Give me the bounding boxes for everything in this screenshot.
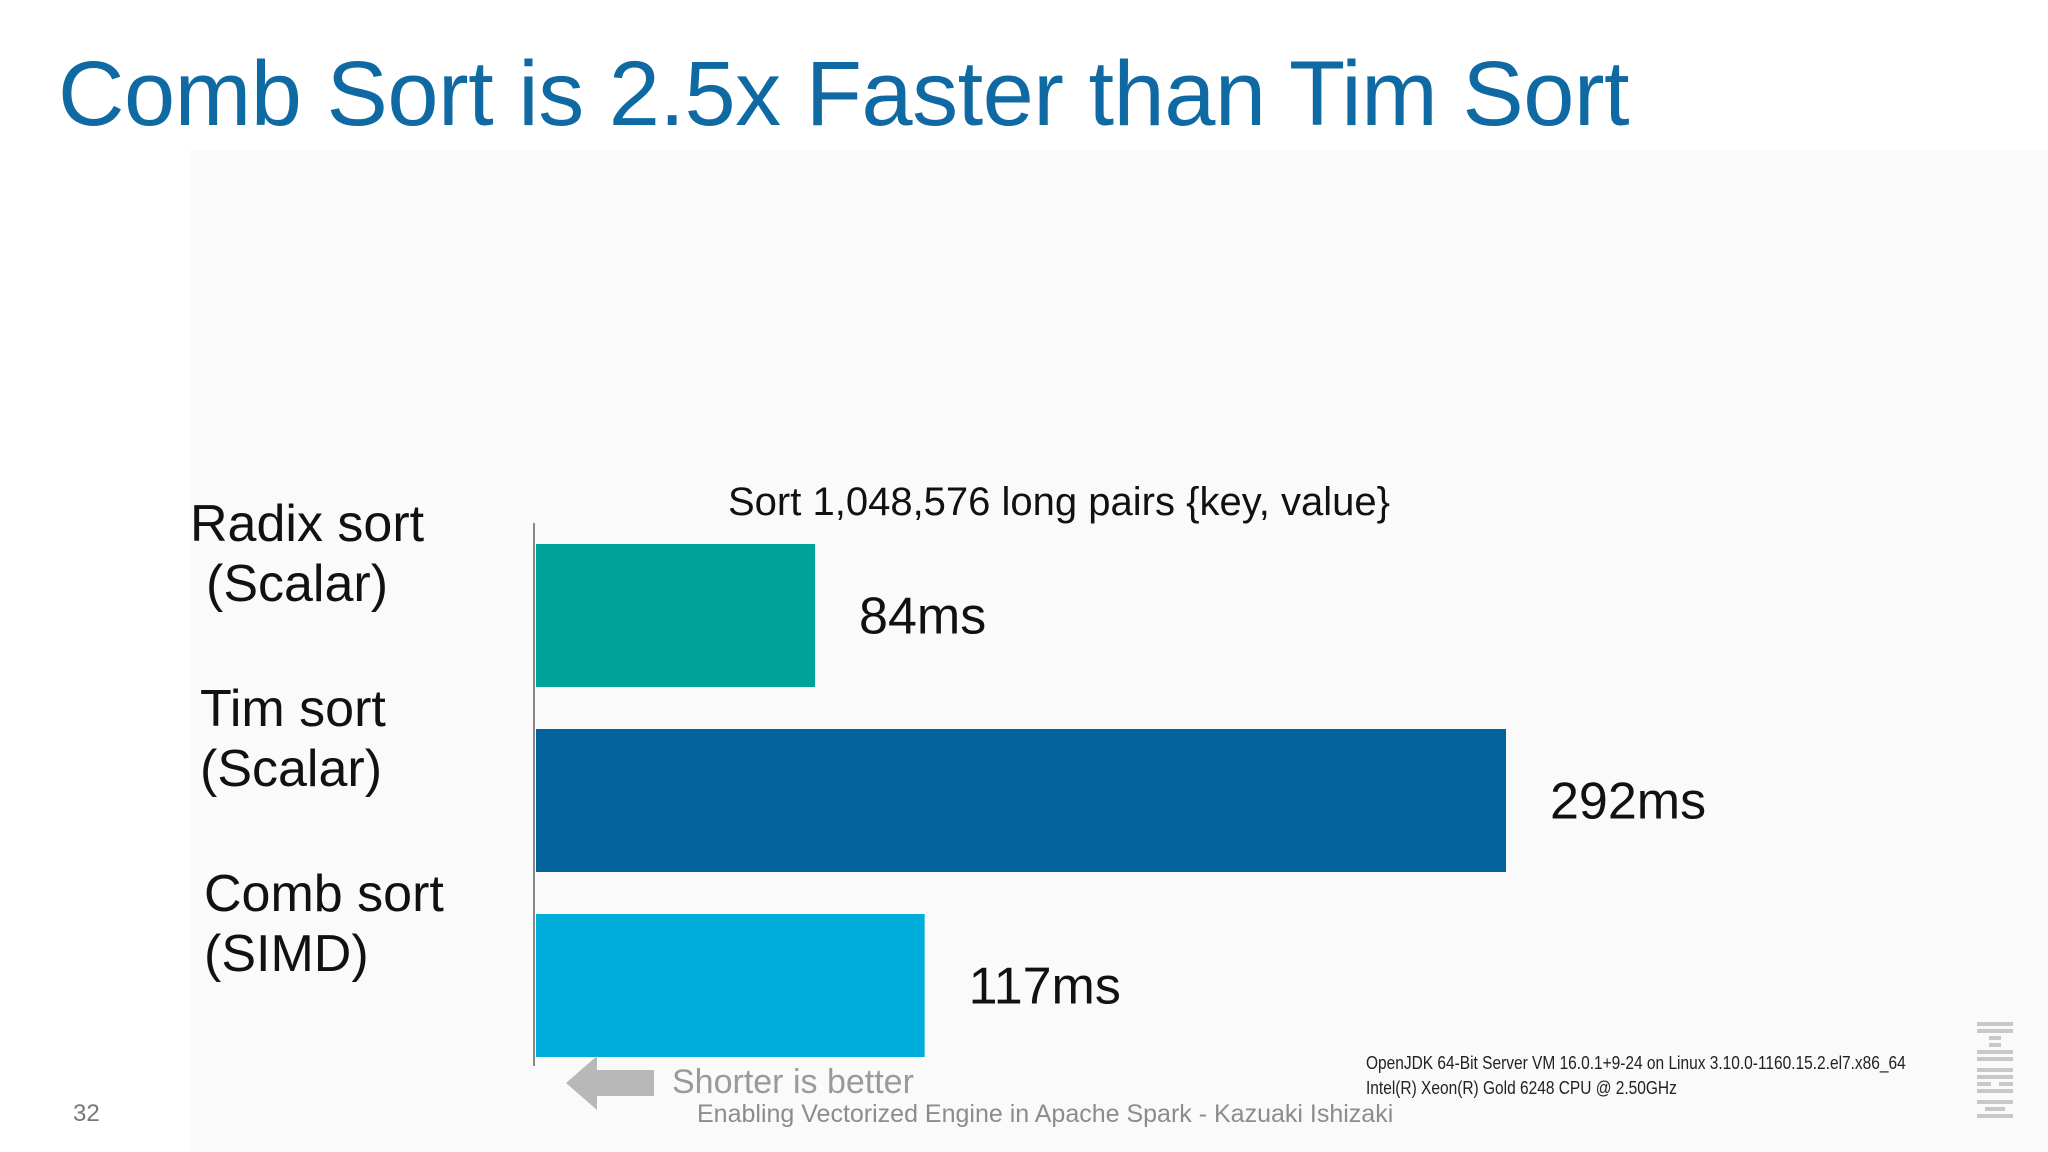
env-line-cpu: Intel(R) Xeon(R) Gold 6248 CPU @ 2.50GHz (1366, 1078, 1677, 1098)
slide-title: Comb Sort is 2.5x Faster than Tim Sort (58, 43, 1630, 145)
category-label-1-1: (Scalar) (200, 740, 382, 798)
footer-text: Enabling Vectorized Engine in Apache Spa… (697, 1100, 1394, 1128)
category-label-2-1: (SIMD) (204, 925, 369, 983)
category-label-0-1: (Scalar) (206, 555, 388, 613)
bar-0 (536, 544, 816, 687)
category-label-1-0: Tim sort (200, 680, 386, 738)
data-label-1: 292ms (1550, 773, 1706, 831)
bar-1 (536, 729, 1506, 872)
page-number: 32 (73, 1100, 100, 1127)
chart-title: Sort 1,048,576 long pairs {key, value} (728, 480, 1390, 524)
data-label-2: 117ms (969, 958, 1121, 1016)
environment-info: OpenJDK 64-Bit Server VM 16.0.1+9-24 on … (1366, 1051, 1906, 1101)
env-line-jvm: OpenJDK 64-Bit Server VM 16.0.1+9-24 on … (1366, 1053, 1906, 1073)
category-label-2-0: Comb sort (204, 865, 444, 923)
left-arrow-icon (566, 1056, 654, 1110)
shorter-is-better-label: Shorter is better (672, 1063, 914, 1101)
category-label-0-0: Radix sort (190, 495, 425, 553)
data-label-0: 84ms (859, 588, 986, 646)
chart-panel (190, 150, 2048, 1152)
ibm-logo (1977, 1022, 2013, 1118)
bar-2 (536, 914, 925, 1057)
